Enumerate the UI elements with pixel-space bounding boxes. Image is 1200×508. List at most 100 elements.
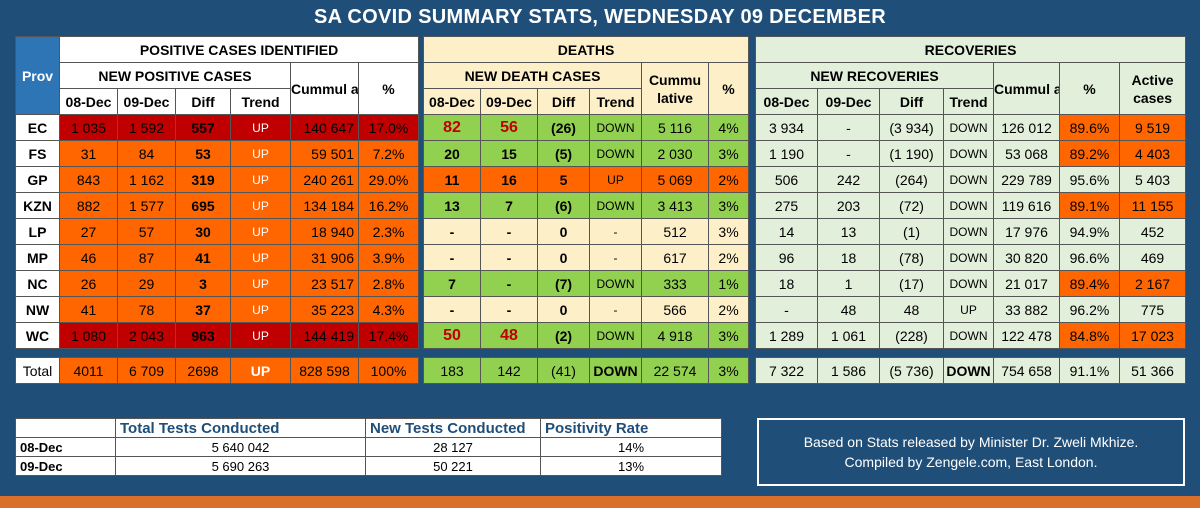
cell: 695 [175,192,231,219]
cell: (78) [879,244,944,271]
cell: UP [230,166,291,193]
cell: UP [230,114,291,141]
tests-total: 5 640 042 [115,437,366,457]
cell: 16 [480,166,538,193]
cell: 89.2% [1059,140,1120,167]
cell: 78 [117,296,176,323]
cell: 16.2% [357,192,420,219]
cell: 29 [117,270,176,297]
cell: 17 976 [993,218,1060,245]
positive-cases-header: POSITIVE CASES IDENTIFIED [58,36,420,63]
cell: 31 [59,140,118,167]
page-title: SA COVID SUMMARY STATS, WEDNESDAY 09 DEC… [313,6,887,28]
table-row: 275 203 (72) DOWN 119 616 89.1% 11 155 [755,192,1187,219]
cell: 94.9% [1059,218,1120,245]
cell: 1 190 [755,140,818,167]
total-cell: 754 658 [993,357,1060,384]
cell: 557 [175,114,231,141]
total-cell: 51 366 [1118,357,1187,384]
cell: 775 [1118,296,1187,323]
cell: 89.1% [1059,192,1120,219]
table-row: 20 15 (5) DOWN 2 030 3% [423,140,750,167]
header-row: 08-Dec 09-Dec Diff Trend [755,88,1186,115]
cell: 87 [117,244,176,271]
cell: 1 577 [117,192,176,219]
column-header: 08-Dec [755,88,818,115]
cell: DOWN [589,140,642,167]
cell: 963 [175,322,231,349]
cell: (228) [879,322,944,349]
cell: 1 061 [817,322,880,349]
cell: 26 [59,270,118,297]
header-row: Prov POSITIVE CASES IDENTIFIED [15,36,420,115]
new-positive-header: NEW POSITIVE CASES [59,62,291,89]
cell: 41 [175,244,231,271]
cell: 11 155 [1118,192,1187,219]
table-row: 11 16 5 UP 5 069 2% [423,166,750,193]
cell: (264) [879,166,944,193]
cell: 1% [707,270,750,297]
cell: 50 [423,322,481,349]
cell: DOWN [589,192,642,219]
table-row: NW 41 78 37 UP 35 223 4.3% [15,296,420,323]
cell: 30 [175,218,231,245]
percent-header: % [707,62,750,115]
header-row: 08-Dec 09-Dec Diff Trend [423,88,749,115]
cell: 48 [879,296,944,323]
tests-rate: 13% [540,456,722,476]
cell: 119 616 [993,192,1060,219]
cell: 4 403 [1118,140,1187,167]
cell: 203 [817,192,880,219]
table-row: NC 26 29 3 UP 23 517 2.8% [15,270,420,297]
province-label: WC [15,322,60,349]
cell: 59 501 [290,140,359,167]
column-header: Trend [230,88,291,115]
cell: - [480,244,538,271]
cell: UP [230,244,291,271]
total-row: Total 4011 6 709 2698 UP 828 598 100% [15,357,420,384]
cell: 5 [537,166,590,193]
total-cell: 3% [707,357,750,384]
cell: DOWN [943,114,994,141]
cell: - [589,296,642,323]
table-row: 82 56 (26) DOWN 5 116 4% [423,114,750,141]
cell: 5 116 [641,114,709,141]
cell: 9 519 [1118,114,1187,141]
cell: 57 [117,218,176,245]
cell: 53 068 [993,140,1060,167]
cell: DOWN [943,244,994,271]
gap [756,349,818,358]
province-label: KZN [15,192,60,219]
cell: 4.3% [357,296,420,323]
cell: 469 [1118,244,1187,271]
cell: DOWN [943,218,994,245]
cell: 27 [59,218,118,245]
gap [818,349,880,358]
total-cell: 22 574 [641,357,709,384]
cell: 140 647 [290,114,359,141]
cell: 242 [817,166,880,193]
cell: 1 592 [117,114,176,141]
cell: 843 [59,166,118,193]
tests-new-header: New Tests Conducted [365,418,541,438]
cell: 134 184 [290,192,359,219]
cell: DOWN [943,140,994,167]
province-label: EC [15,114,60,141]
province-label: LP [15,218,60,245]
cell: 89.4% [1059,270,1120,297]
gap [994,349,1060,358]
cell: (26) [537,114,590,141]
cell: 122 478 [993,322,1060,349]
cell: 15 [480,140,538,167]
deaths-table: DEATHS NEW DEATH CASES Cummu lative% 08-Dec… [422,36,750,384]
total-cell: 142 [480,357,538,384]
positive-cases-table: Prov POSITIVE CASES IDENTIFIED NEW POSITIV… [15,36,420,384]
total-cell: 183 [423,357,481,384]
cell: 95.6% [1059,166,1120,193]
column-header: 09-Dec [480,88,538,115]
gap [538,349,590,358]
cell: (1) [879,218,944,245]
total-cell: 4011 [59,357,118,384]
cell: UP [589,166,642,193]
cell: 89.6% [1059,114,1120,141]
